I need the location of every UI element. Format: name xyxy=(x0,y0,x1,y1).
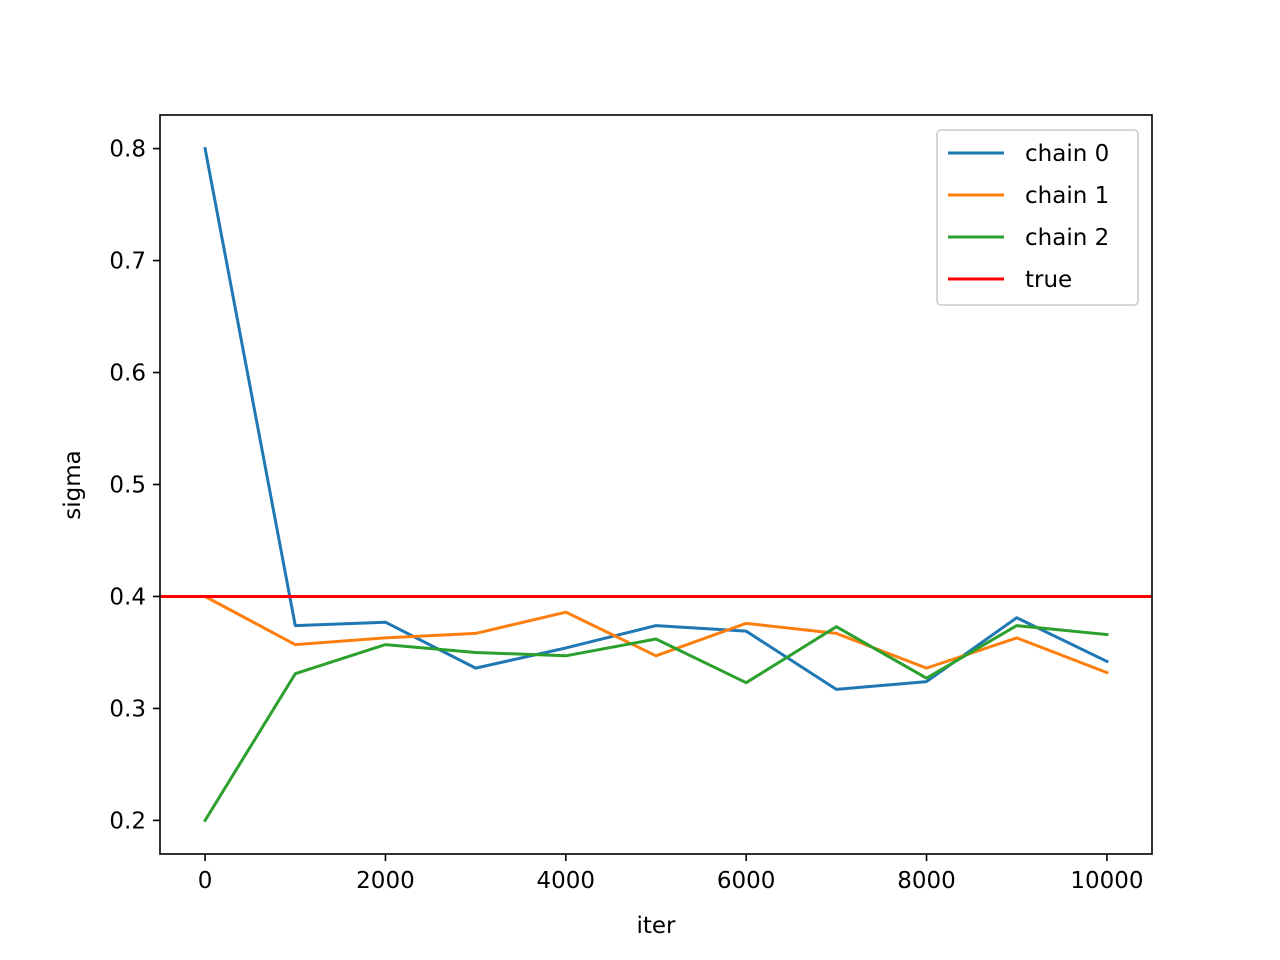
legend-label-chain-2: chain 2 xyxy=(1025,225,1109,251)
series-line-chain-1 xyxy=(203,594,1109,675)
axes: 0 2000 4000 6000 8000 10000 0.2 0.3 0.4 0.5 0.6 0.7… xyxy=(109,114,1153,894)
y-tick-label: 0.2 xyxy=(109,808,146,834)
x-tick-label: 8000 xyxy=(897,868,956,894)
legend-label-chain-0: chain 0 xyxy=(1025,141,1109,167)
plot-area xyxy=(160,146,1152,823)
x-axis-label: iter xyxy=(636,913,676,939)
x-tick-label: 10000 xyxy=(1070,868,1143,894)
legend-label-true: true xyxy=(1025,267,1072,293)
y-tick-label: 0.6 xyxy=(109,361,146,387)
legend: chain 0 chain 1 chain 2 true xyxy=(936,129,1139,306)
x-tick-label: 2000 xyxy=(356,868,415,894)
y-tick-label: 0.4 xyxy=(109,584,146,610)
y-tick-label: 0.7 xyxy=(109,249,146,275)
y-axis-label: sigma xyxy=(60,450,86,519)
x-tick-label: 0 xyxy=(198,868,213,894)
legend-label-chain-1: chain 1 xyxy=(1025,183,1109,209)
x-tick-label: 4000 xyxy=(537,868,596,894)
y-tick-label: 0.8 xyxy=(109,137,146,163)
legend-box xyxy=(936,129,1139,306)
series-line-chain-2 xyxy=(203,624,1109,823)
y-tick-label: 0.3 xyxy=(109,696,146,722)
x-tick-label: 6000 xyxy=(717,868,776,894)
y-tick-label: 0.5 xyxy=(109,473,146,499)
